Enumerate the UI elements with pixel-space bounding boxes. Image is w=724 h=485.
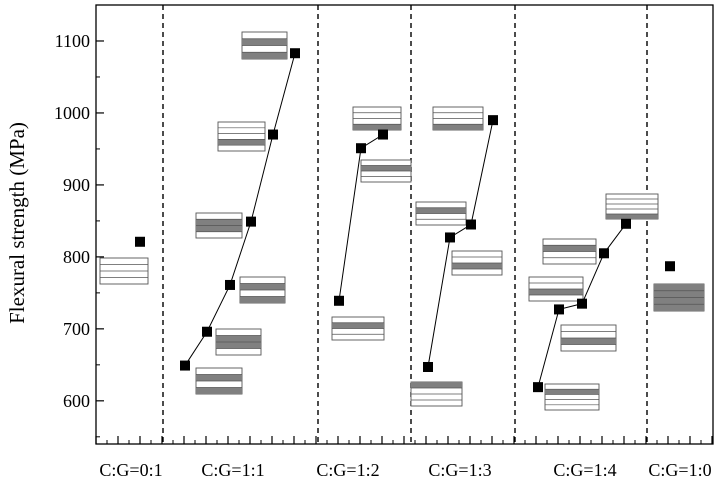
y-tick-label: 600 [63,391,90,411]
data-point [621,218,631,229]
y-tick-label: 1100 [55,31,90,51]
laminate-layer-glyph [433,124,483,130]
laminate-layer-glyph [361,165,411,171]
data-point [180,360,190,371]
data-point [577,298,587,309]
laminate-layer-glyph [196,374,242,381]
data-point [533,382,543,393]
laminate-layer-glyph [196,219,242,226]
group-label: C:G=1:1 [201,460,264,480]
laminate-layer-glyph [561,338,616,345]
data-point [423,361,433,372]
group-label: C:G=1:3 [428,460,491,480]
laminate-layer-glyph [416,207,466,214]
laminate-layer-glyph [452,263,502,269]
laminate-layer-glyph [606,214,658,219]
laminate-layer-glyph [196,387,242,394]
data-point [554,304,564,315]
y-tick-label: 800 [63,247,90,267]
laminate-layer-glyph [545,389,599,395]
y-tick-label: 700 [63,319,90,339]
data-point [665,261,675,272]
data-point [599,248,609,259]
data-point [268,129,278,140]
data-point [290,48,300,59]
laminate-layer-glyph [216,335,261,342]
data-point [466,219,476,230]
data-point [246,216,256,227]
laminate-glyph [544,383,600,411]
laminate-glyph [217,121,266,152]
group-label: C:G=0:1 [99,460,162,480]
plot-frame [95,4,714,445]
series-line [338,134,384,301]
laminate-layer-glyph [242,52,287,59]
laminate-layer-glyph [654,284,704,291]
laminate-layer-glyph [654,304,704,311]
data-point [445,232,455,243]
laminate-layer-glyph [654,290,704,298]
laminate-layer-glyph [242,38,287,46]
laminate-layer-glyph [196,225,242,232]
data-point [202,326,212,337]
laminate-layer-glyph [353,124,401,130]
data-point [225,279,235,290]
data-point [356,143,366,154]
laminate-layer-glyph [218,139,265,146]
data-point [488,115,498,126]
laminate-layer-glyph [216,342,261,349]
laminate-layer-glyph [332,322,384,329]
y-tick-label: 900 [63,175,90,195]
laminate-layer-glyph [411,382,462,388]
series-line [427,120,494,368]
group-label: C:G=1:2 [316,460,379,480]
laminate-layer-glyph [240,296,285,303]
data-point [135,236,145,247]
series-line [184,53,296,366]
laminate-layer-glyph [543,245,596,252]
y-tick-label: 1000 [54,103,90,123]
data-point [334,295,344,306]
y-axis-title: Flexural strength (MPa) [5,122,29,324]
laminate-layer-glyph [240,283,285,290]
laminate-layer-glyph [529,289,583,295]
group-label: C:G=1:4 [553,460,616,480]
laminate-layer-glyph [654,297,704,305]
group-label: C:G=1:0 [648,460,711,480]
data-point [378,129,388,140]
